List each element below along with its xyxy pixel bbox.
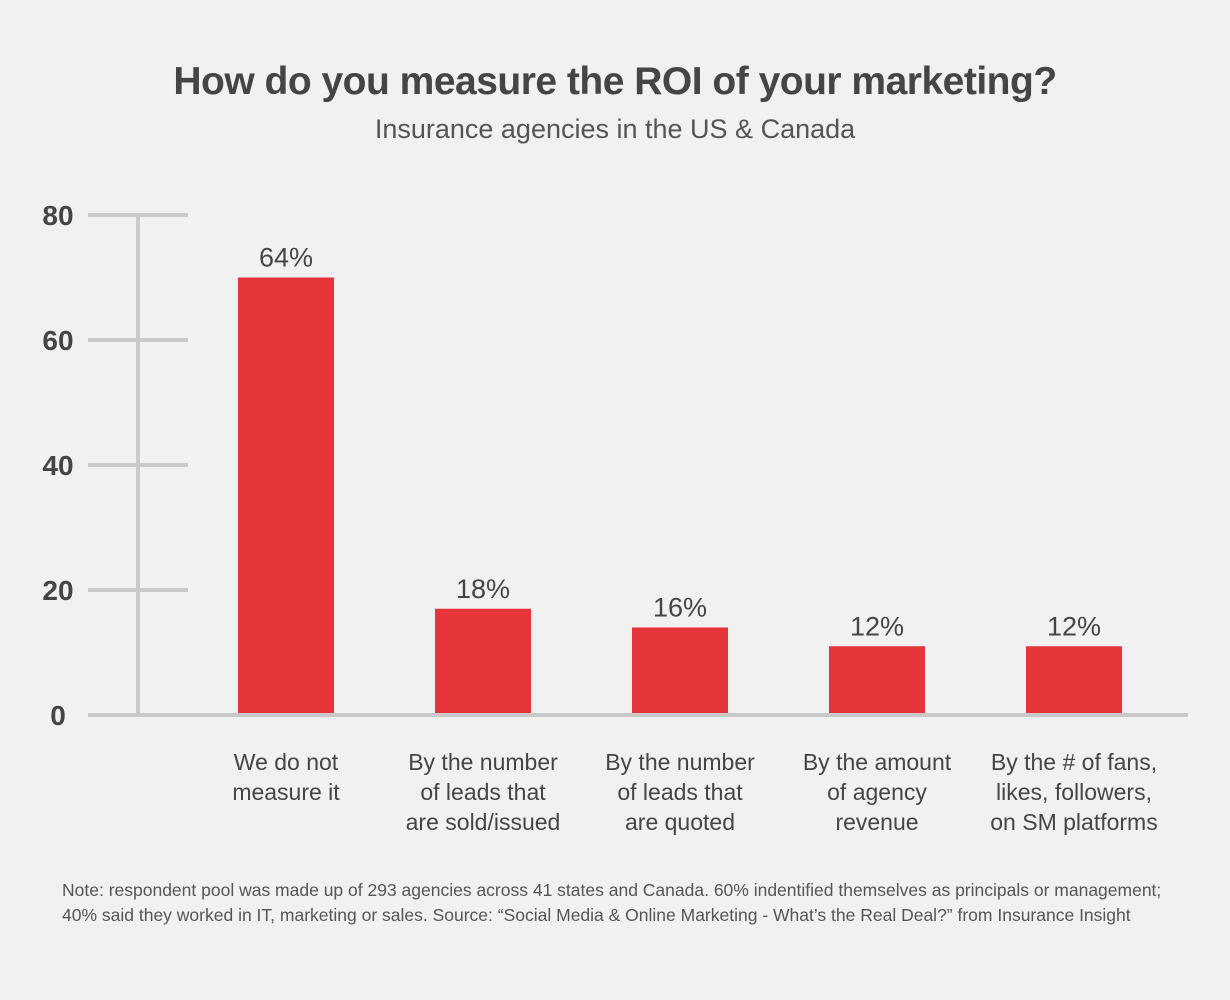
y-tick-label: 60 [42, 325, 73, 356]
x-tick-label: of leads that [420, 779, 546, 805]
bar-chart: 0 20 40 60 80 64% We do not measure it 18% By the… [0, 0, 1230, 870]
bar [1026, 646, 1122, 713]
x-tick-label: By the # of fans, [991, 749, 1157, 775]
x-tick-label: on SM platforms [990, 809, 1157, 835]
bar [435, 609, 531, 713]
x-tick-label: By the amount [803, 749, 952, 775]
y-tick-label: 0 [50, 700, 66, 731]
y-tick-label: 80 [42, 200, 73, 231]
x-tick-label: By the number [408, 749, 558, 775]
x-tick-label: revenue [835, 809, 918, 835]
data-label: 12% [1047, 611, 1101, 641]
x-tick-label: By the number [605, 749, 755, 775]
x-tick-label: of leads that [617, 779, 743, 805]
x-tick-label: We do not [234, 749, 339, 775]
data-label: 12% [850, 611, 904, 641]
bar [632, 628, 728, 714]
bar [238, 278, 334, 714]
y-tick-label: 20 [42, 575, 73, 606]
y-tick-label: 40 [42, 450, 73, 481]
x-tick-label: are sold/issued [406, 809, 561, 835]
data-label: 16% [653, 593, 707, 623]
x-tick-label: measure it [232, 779, 340, 805]
x-tick-label: are quoted [625, 809, 735, 835]
x-tick-label: likes, followers, [996, 779, 1152, 805]
x-tick-label: of agency [827, 779, 927, 805]
footnote: Note: respondent pool was made up of 293… [62, 878, 1172, 928]
data-label: 64% [259, 243, 313, 273]
data-label: 18% [456, 574, 510, 604]
bar [829, 646, 925, 713]
